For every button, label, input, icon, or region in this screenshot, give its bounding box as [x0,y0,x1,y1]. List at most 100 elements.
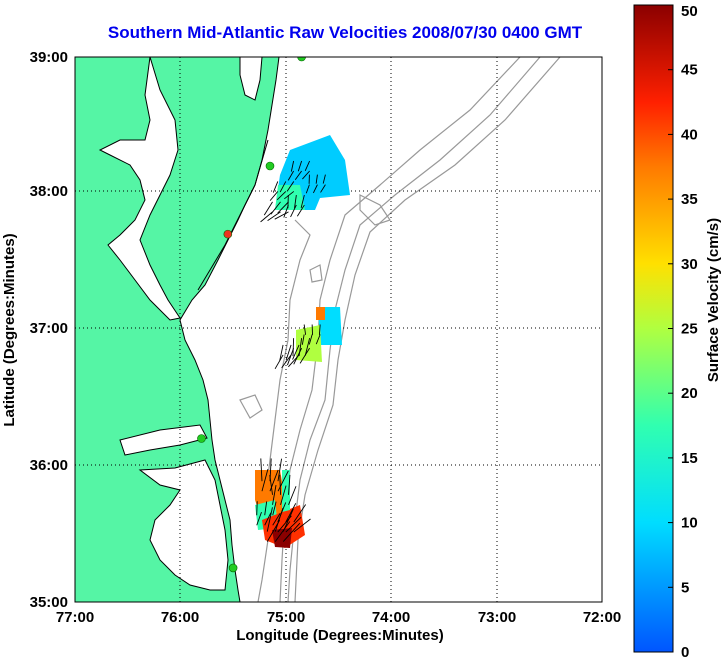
velocity-vector [277,458,283,482]
land-mass [75,57,280,602]
velocity-vector [256,511,262,526]
x-tick-label: 74:00 [372,609,410,626]
velocity-vector [272,513,281,526]
grid-lines [75,57,602,602]
velocity-fields [255,135,350,548]
y-tick-label: 36:00 [30,457,68,474]
velocity-vector [274,211,289,220]
velocity-vector [322,174,326,184]
velocity-vector [282,522,301,542]
velocity-vector [280,485,287,505]
colorbar-tick-label: 40 [681,126,698,143]
y-axis-label: Latitude (Degrees:Minutes) [1,233,18,426]
velocity-vector [285,503,297,523]
x-tick-label: 72:00 [583,609,621,626]
albemarle-sound [119,424,208,456]
y-tick-label: 35:00 [30,594,68,611]
velocity-vector [312,184,318,194]
velocity-vector [297,160,303,172]
velocity-vector [261,469,269,492]
velocity-vector [272,485,277,505]
velocity-vector [318,324,321,335]
velocity-vector [299,347,310,364]
velocity-vector [272,181,279,193]
x-tick-label: 75:00 [267,609,305,626]
velocity-vector [279,474,281,495]
colorbar-tick-label: 30 [681,256,698,273]
colorbar-tick-label: 35 [681,191,698,208]
velocity-vector [274,354,284,370]
velocity-vector [288,474,291,495]
velocity-vector [315,334,321,345]
velocity-vector [266,519,281,542]
colorbar-tick-label: 10 [681,515,698,532]
velocity-patch-hatteras-green [282,470,290,512]
velocity-vector [303,324,307,335]
velocity-vector [304,338,311,356]
velocity-vector [290,160,295,172]
velocity-vector [284,191,295,200]
velocity-patch-virginia-hot [316,307,325,320]
velocity-patch-hatteras-core [272,528,292,548]
velocity-vector [290,204,297,218]
pamlico-sound [138,459,229,591]
velocity-vector [292,338,295,357]
velocity-vector [266,507,273,532]
velocity-vector [288,486,297,505]
delaware-bay [239,57,263,101]
velocity-vector [286,181,295,192]
map-title: Southern Mid-Atlantic Raw Velocities 200… [108,23,583,42]
colorbar-tick-label: 50 [681,3,698,20]
x-axis: 77:00 76:00 75:00 74:00 73:00 72:00 Long… [56,609,621,644]
velocity-vector [260,211,273,223]
colorbar-tick-label: 5 [681,579,689,596]
velocity-vector [276,191,287,201]
velocity-vector [294,170,302,181]
velocity-vector [320,184,326,193]
velocity-patch-virginia-inner [296,325,322,362]
y-axis: 35:00 36:00 37:00 38:00 39:00 Latitude (… [1,49,68,611]
y-tick-label: 38:00 [30,183,68,200]
velocity-vector [285,344,292,361]
velocity-vector [269,191,279,201]
velocity-vector [315,174,318,184]
colorbar-ticks: 0 5 10 15 20 25 30 35 40 45 50 [668,3,698,659]
velocity-vector [279,181,287,193]
delmarva-barrier [197,139,269,291]
velocity-vector [274,507,284,532]
colorbar-tick-label: 25 [681,321,698,338]
x-axis-label: Longitude (Degrees:Minutes) [236,627,444,644]
radar-site-marker [228,563,238,573]
radar-site-marker [265,161,275,171]
velocity-vector [263,201,273,216]
velocity-vector [281,354,292,369]
velocity-vector [287,347,295,366]
velocity-vector [279,344,284,361]
velocity-vector [300,194,305,208]
velocity-vector [269,474,273,495]
radar-sites [197,57,306,573]
velocity-vector [277,201,289,214]
velocity-vector [293,518,311,533]
plot-frame [74,56,603,603]
colorbar-tick-label: 15 [681,450,698,467]
x-tick-label: 76:00 [161,609,199,626]
colorbar-scale [633,4,674,653]
y-tick-label: 37:00 [30,320,68,337]
velocity-vector [260,458,263,482]
velocity-vector [285,517,302,533]
velocity-patch-hatteras-south [262,505,305,548]
velocity-vector [274,521,291,542]
colorbar-tick-label: 45 [681,62,698,79]
velocity-vector [283,204,289,218]
velocity-vector [272,501,277,516]
radar-site-marker [223,229,233,239]
velocity-vector [302,170,310,180]
velocity-vector [296,204,305,217]
x-tick-label: 73:00 [478,609,516,626]
colorbar-tick-label: 20 [681,385,698,402]
velocity-vector [277,470,289,492]
radar-site-marker [297,57,306,62]
velocity-vector [288,354,300,368]
